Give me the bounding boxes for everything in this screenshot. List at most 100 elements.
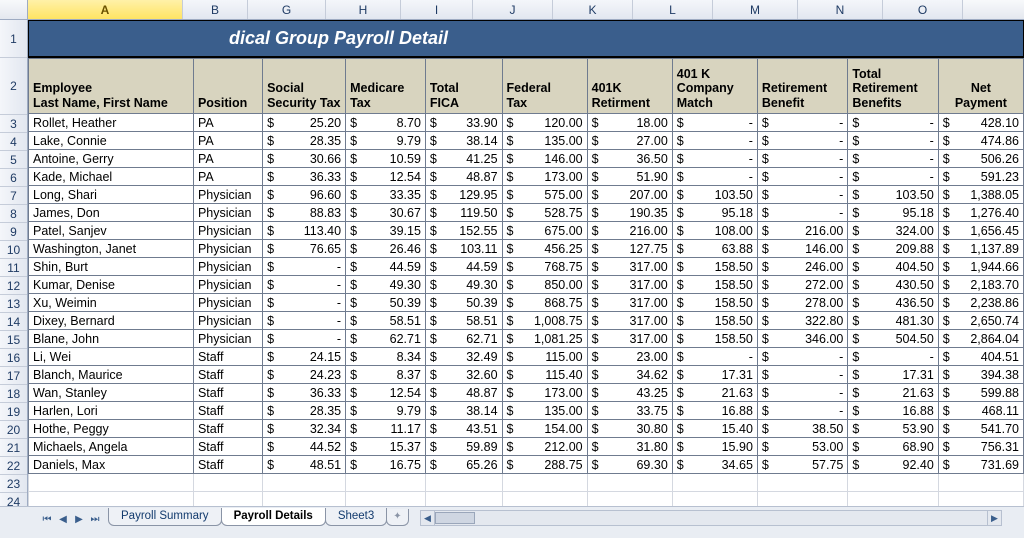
col-head-M[interactable]: M <box>713 0 798 19</box>
position-cell[interactable]: Physician <box>193 186 262 204</box>
position-cell[interactable]: Physician <box>193 222 262 240</box>
currency-cell[interactable]: $26.46 <box>346 240 426 258</box>
currency-cell[interactable]: $59.89 <box>425 438 502 456</box>
currency-cell[interactable]: $- <box>757 114 847 132</box>
currency-cell[interactable]: $12.54 <box>346 168 426 186</box>
employee-name-cell[interactable]: Lake, Connie <box>29 132 194 150</box>
currency-cell[interactable]: $63.88 <box>672 240 757 258</box>
position-cell[interactable]: Physician <box>193 276 262 294</box>
currency-cell[interactable]: $- <box>757 402 847 420</box>
currency-cell[interactable]: $731.69 <box>938 456 1023 474</box>
position-cell[interactable]: Staff <box>193 420 262 438</box>
currency-cell[interactable]: $317.00 <box>587 294 672 312</box>
currency-cell[interactable]: $288.75 <box>502 456 587 474</box>
currency-cell[interactable]: $278.00 <box>757 294 847 312</box>
currency-cell[interactable]: $158.50 <box>672 294 757 312</box>
currency-cell[interactable]: $21.63 <box>672 384 757 402</box>
currency-cell[interactable]: $- <box>757 348 847 366</box>
currency-cell[interactable]: $92.40 <box>848 456 938 474</box>
currency-cell[interactable]: $120.00 <box>502 114 587 132</box>
employee-name-cell[interactable]: Patel, Sanjev <box>29 222 194 240</box>
row-head-12[interactable]: 12 <box>0 277 27 295</box>
currency-cell[interactable]: $115.00 <box>502 348 587 366</box>
row-head-22[interactable]: 22 <box>0 457 27 475</box>
currency-cell[interactable]: $272.00 <box>757 276 847 294</box>
currency-cell[interactable]: $- <box>757 168 847 186</box>
currency-cell[interactable]: $103.50 <box>848 186 938 204</box>
currency-cell[interactable]: $- <box>672 150 757 168</box>
header-cell[interactable]: 401 KCompanyMatch <box>672 59 757 114</box>
employee-name-cell[interactable]: Blanch, Maurice <box>29 366 194 384</box>
currency-cell[interactable]: $108.00 <box>672 222 757 240</box>
position-cell[interactable]: Physician <box>193 204 262 222</box>
currency-cell[interactable]: $474.86 <box>938 132 1023 150</box>
currency-cell[interactable]: $17.31 <box>672 366 757 384</box>
currency-cell[interactable]: $48.87 <box>425 168 502 186</box>
currency-cell[interactable]: $15.90 <box>672 438 757 456</box>
scroll-right-icon[interactable]: ▶ <box>987 511 1001 525</box>
employee-name-cell[interactable]: Li, Wei <box>29 348 194 366</box>
empty-cell[interactable] <box>425 492 502 507</box>
col-head-H[interactable]: H <box>326 0 401 19</box>
currency-cell[interactable]: $36.33 <box>263 384 346 402</box>
currency-cell[interactable]: $675.00 <box>502 222 587 240</box>
position-cell[interactable]: Physician <box>193 294 262 312</box>
currency-cell[interactable]: $190.35 <box>587 204 672 222</box>
currency-cell[interactable]: $30.67 <box>346 204 426 222</box>
position-cell[interactable]: Staff <box>193 402 262 420</box>
currency-cell[interactable]: $- <box>672 348 757 366</box>
currency-cell[interactable]: $212.00 <box>502 438 587 456</box>
header-cell[interactable]: NetPayment <box>938 59 1023 114</box>
currency-cell[interactable]: $95.18 <box>848 204 938 222</box>
currency-cell[interactable]: $- <box>757 204 847 222</box>
employee-name-cell[interactable]: Kade, Michael <box>29 168 194 186</box>
col-head-O[interactable]: O <box>883 0 963 19</box>
employee-name-cell[interactable]: Hothe, Peggy <box>29 420 194 438</box>
row-head-6[interactable]: 6 <box>0 169 27 187</box>
col-head-K[interactable]: K <box>553 0 633 19</box>
currency-cell[interactable]: $41.25 <box>425 150 502 168</box>
currency-cell[interactable]: $756.31 <box>938 438 1023 456</box>
position-cell[interactable]: PA <box>193 114 262 132</box>
horizontal-scrollbar[interactable]: ◀ ▶ <box>420 510 1002 526</box>
currency-cell[interactable]: $1,388.05 <box>938 186 1023 204</box>
currency-cell[interactable]: $768.75 <box>502 258 587 276</box>
position-cell[interactable]: Physician <box>193 312 262 330</box>
empty-cell[interactable] <box>29 492 194 507</box>
currency-cell[interactable]: $135.00 <box>502 402 587 420</box>
currency-cell[interactable]: $39.15 <box>346 222 426 240</box>
empty-cell[interactable] <box>193 492 262 507</box>
currency-cell[interactable]: $32.34 <box>263 420 346 438</box>
sheet-tab[interactable]: Payroll Details <box>221 508 326 526</box>
sheet-tab[interactable]: Sheet3 <box>325 508 387 526</box>
currency-cell[interactable]: $246.00 <box>757 258 847 276</box>
row-head-11[interactable]: 11 <box>0 259 27 277</box>
currency-cell[interactable]: $436.50 <box>848 294 938 312</box>
currency-cell[interactable]: $113.40 <box>263 222 346 240</box>
currency-cell[interactable]: $119.50 <box>425 204 502 222</box>
currency-cell[interactable]: $468.11 <box>938 402 1023 420</box>
currency-cell[interactable]: $9.79 <box>346 132 426 150</box>
currency-cell[interactable]: $317.00 <box>587 312 672 330</box>
currency-cell[interactable]: $65.26 <box>425 456 502 474</box>
currency-cell[interactable]: $33.90 <box>425 114 502 132</box>
currency-cell[interactable]: $48.51 <box>263 456 346 474</box>
currency-cell[interactable]: $158.50 <box>672 330 757 348</box>
row-head-4[interactable]: 4 <box>0 133 27 151</box>
currency-cell[interactable]: $173.00 <box>502 384 587 402</box>
empty-cell[interactable] <box>425 474 502 492</box>
currency-cell[interactable]: $16.88 <box>848 402 938 420</box>
row-head-20[interactable]: 20 <box>0 421 27 439</box>
currency-cell[interactable]: $- <box>672 114 757 132</box>
currency-cell[interactable]: $53.90 <box>848 420 938 438</box>
currency-cell[interactable]: $528.75 <box>502 204 587 222</box>
currency-cell[interactable]: $- <box>848 168 938 186</box>
currency-cell[interactable]: $24.15 <box>263 348 346 366</box>
currency-cell[interactable]: $25.20 <box>263 114 346 132</box>
currency-cell[interactable]: $31.80 <box>587 438 672 456</box>
currency-cell[interactable]: $1,008.75 <box>502 312 587 330</box>
currency-cell[interactable]: $51.90 <box>587 168 672 186</box>
currency-cell[interactable]: $58.51 <box>346 312 426 330</box>
currency-cell[interactable]: $2,183.70 <box>938 276 1023 294</box>
row-head-3[interactable]: 3 <box>0 115 27 133</box>
